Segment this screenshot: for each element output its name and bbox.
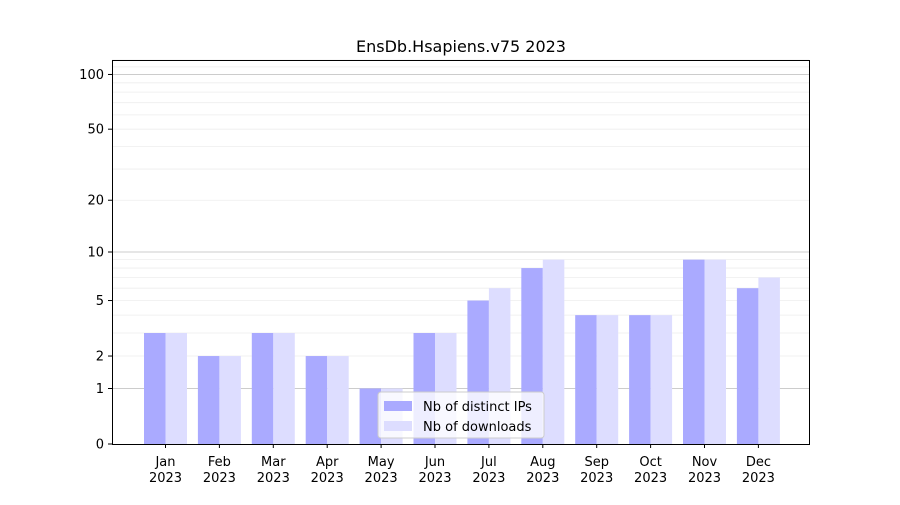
x-tick-label-year: 2023 — [149, 471, 182, 486]
y-tick-label: 0 — [96, 438, 104, 453]
x-tick-label-month: Jun — [424, 455, 445, 470]
x-tick-label-year: 2023 — [311, 471, 344, 486]
bar-downloads — [758, 277, 780, 444]
legend-swatch — [384, 401, 412, 411]
bar-downloads — [273, 332, 295, 444]
y-tick-label: 5 — [96, 294, 104, 309]
legend-box — [377, 391, 545, 439]
x-tick-label-month: Aug — [530, 455, 555, 470]
chart-title: EnsDb.Hsapiens.v75 2023 — [356, 37, 566, 56]
bar-downloads — [327, 356, 349, 444]
x-tick-label-year: 2023 — [203, 471, 236, 486]
x-tick-label-month: Mar — [261, 455, 286, 470]
x-tick-label-month: Jan — [154, 455, 175, 470]
bar-distinct-ips — [359, 388, 382, 444]
x-tick-label-year: 2023 — [472, 471, 505, 486]
y-axis: 0 1 2 5 10 20 50 100 — [79, 68, 112, 453]
bar-distinct-ips — [736, 288, 759, 444]
x-tick-label-month: Oct — [639, 455, 661, 470]
y-tick-label: 20 — [87, 194, 104, 209]
x-axis: Jan2023Feb2023Mar2023Apr2023May2023Jun20… — [149, 444, 775, 486]
y-tick-label: 100 — [79, 68, 104, 83]
bar-distinct-ips — [305, 356, 328, 444]
x-tick-label-month: Feb — [208, 455, 231, 470]
bar-downloads — [165, 332, 187, 444]
bar-distinct-ips — [251, 332, 274, 444]
plot-frame — [112, 60, 810, 445]
x-tick-label-year: 2023 — [742, 471, 775, 486]
legend: Nb of distinct IPs Nb of downloads — [377, 391, 545, 439]
bar-downloads — [650, 315, 673, 444]
x-tick-label-year: 2023 — [526, 471, 559, 486]
x-tick-label-year: 2023 — [634, 471, 667, 486]
x-tick-label-month: Sep — [584, 455, 609, 470]
x-tick-label-year: 2023 — [418, 471, 451, 486]
x-tick-label-month: Dec — [746, 455, 771, 470]
bar-downloads — [596, 315, 619, 444]
y-tick-label: 1 — [96, 382, 104, 397]
bar-downloads — [542, 259, 565, 444]
legend-label: Nb of distinct IPs — [423, 400, 532, 415]
x-tick-label-year: 2023 — [688, 471, 721, 486]
legend-swatch — [384, 421, 412, 431]
x-tick-label-month: May — [368, 455, 395, 470]
bar-distinct-ips — [575, 315, 597, 444]
x-tick-label-year: 2023 — [257, 471, 290, 486]
x-tick-label-month: Apr — [316, 455, 339, 470]
bar-distinct-ips — [144, 332, 166, 444]
x-tick-label-year: 2023 — [580, 471, 613, 486]
bar-distinct-ips — [629, 315, 651, 444]
bar-distinct-ips — [683, 259, 705, 444]
y-tick-label: 2 — [96, 350, 104, 365]
bar-downloads — [704, 259, 726, 444]
bar-downloads — [219, 356, 241, 444]
y-tick-label: 10 — [87, 246, 104, 261]
legend-label: Nb of downloads — [423, 420, 532, 435]
bar-distinct-ips — [197, 356, 220, 444]
x-tick-label-year: 2023 — [365, 471, 398, 486]
y-tick-label: 50 — [87, 123, 104, 138]
x-tick-label-month: Jul — [480, 455, 497, 470]
x-tick-label-month: Nov — [692, 455, 718, 470]
